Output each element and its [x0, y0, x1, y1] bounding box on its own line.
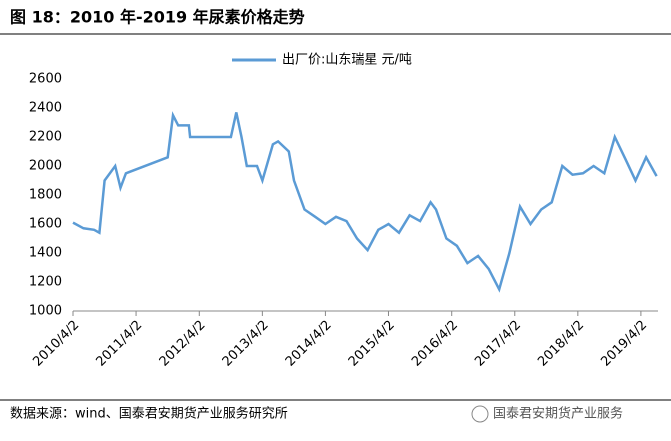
x-tick-label: 2013/4/2: [220, 318, 272, 370]
watermark: 国泰君安期货产业服务: [493, 406, 623, 422]
watermark-icon: [471, 405, 489, 423]
y-tick-label: 1800: [29, 188, 62, 203]
x-tick-label: 2012/4/2: [157, 318, 209, 370]
x-tick-label: 2018/4/2: [535, 318, 587, 370]
x-tick-label: 2015/4/2: [346, 318, 398, 370]
y-tick-label: 2000: [29, 159, 62, 174]
x-tick-label: 2016/4/2: [409, 318, 461, 370]
y-tick-label: 1600: [29, 217, 62, 232]
y-tick-label: 1000: [29, 304, 62, 319]
y-tick-label: 1400: [29, 246, 62, 261]
legend-label: 出厂价:山东瑞星 元/吨: [282, 53, 412, 68]
y-tick-label: 1200: [29, 275, 62, 290]
x-tick-label: 2017/4/2: [472, 318, 524, 370]
source: 数据来源：wind、国泰君安期货产业服务研究所: [10, 406, 288, 422]
x-tick-label: 2010/4/2: [30, 318, 82, 370]
y-tick-label: 2600: [29, 72, 62, 87]
x-tick-label: 2019/4/2: [598, 318, 650, 370]
price-line: [72, 111, 658, 293]
x-tick-label: 2011/4/2: [93, 318, 145, 370]
chart-title: 图 18：2010 年-2019 年尿素价格走势: [10, 8, 305, 27]
y-tick-label: 2200: [29, 130, 62, 145]
x-tick-label: 2014/4/2: [283, 318, 335, 370]
y-tick-label: 2400: [29, 101, 62, 116]
